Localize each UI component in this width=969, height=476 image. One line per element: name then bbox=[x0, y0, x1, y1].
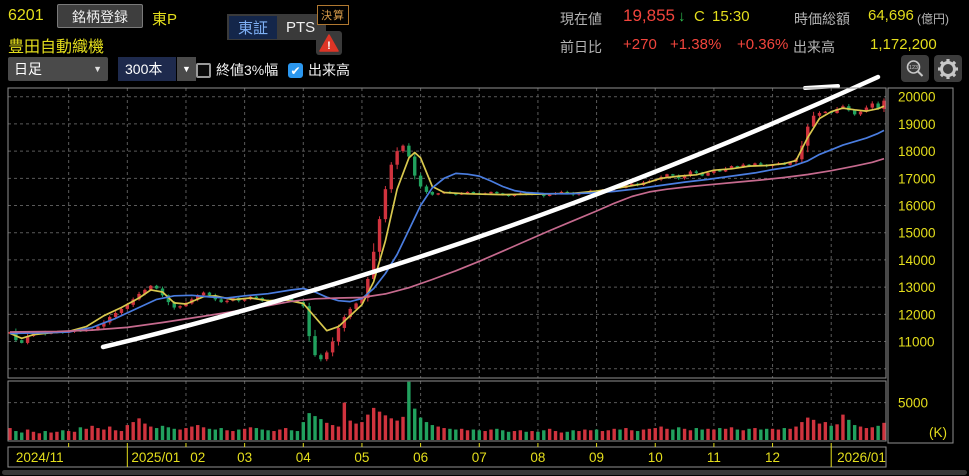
market-cap-value: 64,696 bbox=[868, 7, 914, 24]
settings-button[interactable] bbox=[934, 55, 962, 82]
change-value: +270 bbox=[623, 36, 657, 53]
kessan-badge[interactable]: 決算 bbox=[317, 5, 349, 25]
svg-text:(K): (K) bbox=[929, 425, 947, 440]
svg-text:09: 09 bbox=[589, 450, 604, 465]
close-range-checkbox[interactable]: 終値3%幅 bbox=[196, 60, 278, 80]
market-section: 東P bbox=[152, 11, 178, 28]
stock-name: 豊田自動織機 bbox=[8, 39, 105, 56]
svg-text:123: 123 bbox=[909, 65, 918, 71]
period-select-value: 日足 bbox=[14, 61, 42, 77]
market-cap-unit: (億円) bbox=[917, 12, 949, 26]
exchange-tabs: 東証 PTS bbox=[227, 14, 327, 40]
gear-icon bbox=[938, 58, 958, 79]
svg-text:20000: 20000 bbox=[898, 90, 936, 105]
tab-pts[interactable]: PTS bbox=[286, 18, 316, 36]
svg-text:03: 03 bbox=[237, 450, 252, 465]
svg-text:14000: 14000 bbox=[898, 253, 936, 268]
checkbox-box bbox=[196, 62, 211, 78]
svg-text:10: 10 bbox=[648, 450, 663, 465]
svg-text:11: 11 bbox=[707, 450, 721, 465]
svg-text:15000: 15000 bbox=[898, 226, 936, 241]
period-select[interactable]: 日足 ▼ bbox=[8, 57, 108, 81]
svg-text:12000: 12000 bbox=[898, 307, 936, 322]
bar-count-value: 300本 bbox=[118, 57, 176, 81]
market-cap-label: 時価総額 bbox=[794, 11, 850, 27]
svg-text:05: 05 bbox=[354, 450, 369, 465]
change-percent-alt: +0.36% bbox=[737, 36, 789, 53]
chevron-down-icon: ▼ bbox=[93, 64, 102, 74]
svg-text:11000: 11000 bbox=[898, 335, 935, 350]
volume-label: 出来高 bbox=[793, 39, 835, 55]
zoom-numbers-button[interactable]: 123 bbox=[901, 55, 929, 82]
svg-text:2025/01: 2025/01 bbox=[131, 450, 180, 465]
svg-text:!: ! bbox=[327, 40, 331, 52]
svg-text:2024/11: 2024/11 bbox=[16, 450, 64, 465]
svg-text:12: 12 bbox=[765, 450, 780, 465]
checkbox-label: 終値3%幅 bbox=[216, 62, 279, 78]
svg-text:08: 08 bbox=[530, 450, 545, 465]
horizontal-scrollbar[interactable] bbox=[2, 470, 967, 475]
magnifier-123-icon: 123 bbox=[906, 59, 924, 77]
svg-text:2026/01: 2026/01 bbox=[837, 450, 886, 465]
volume-checkbox[interactable]: ✔ 出来高 bbox=[288, 60, 350, 80]
svg-text:06: 06 bbox=[413, 450, 428, 465]
bar-count-select[interactable]: 300本 ▼ bbox=[118, 57, 196, 81]
quote-time: 15:30 bbox=[712, 8, 750, 25]
current-price-value: 19,855 bbox=[623, 6, 675, 25]
stock-code: 6201 bbox=[8, 7, 44, 24]
change-percent: +1.38% bbox=[670, 36, 722, 53]
alert-button[interactable]: ! bbox=[316, 31, 342, 55]
svg-text:16000: 16000 bbox=[898, 199, 936, 214]
register-stock-button[interactable]: 銘柄登録 bbox=[57, 4, 143, 28]
svg-text:02: 02 bbox=[190, 450, 205, 465]
svg-text:17000: 17000 bbox=[898, 171, 936, 186]
change-label: 前日比 bbox=[560, 39, 602, 55]
checkbox-label: 出来高 bbox=[308, 62, 350, 78]
svg-text:13000: 13000 bbox=[898, 280, 936, 295]
svg-text:07: 07 bbox=[472, 450, 487, 465]
svg-text:18000: 18000 bbox=[898, 144, 936, 159]
checkbox-box: ✔ bbox=[288, 62, 303, 78]
current-price-label: 現在値 bbox=[560, 11, 602, 27]
warning-triangle-icon: ! bbox=[319, 34, 339, 52]
chevron-down-icon: ▼ bbox=[177, 57, 196, 81]
close-flag: C bbox=[694, 8, 705, 25]
svg-text:19000: 19000 bbox=[898, 117, 936, 132]
tab-tosho[interactable]: 東証 bbox=[229, 15, 278, 39]
price-direction-arrow-icon: ↓ bbox=[678, 8, 686, 25]
svg-text:04: 04 bbox=[296, 450, 312, 465]
volume-value: 1,172,200 bbox=[870, 36, 937, 53]
svg-text:5000: 5000 bbox=[898, 396, 928, 411]
